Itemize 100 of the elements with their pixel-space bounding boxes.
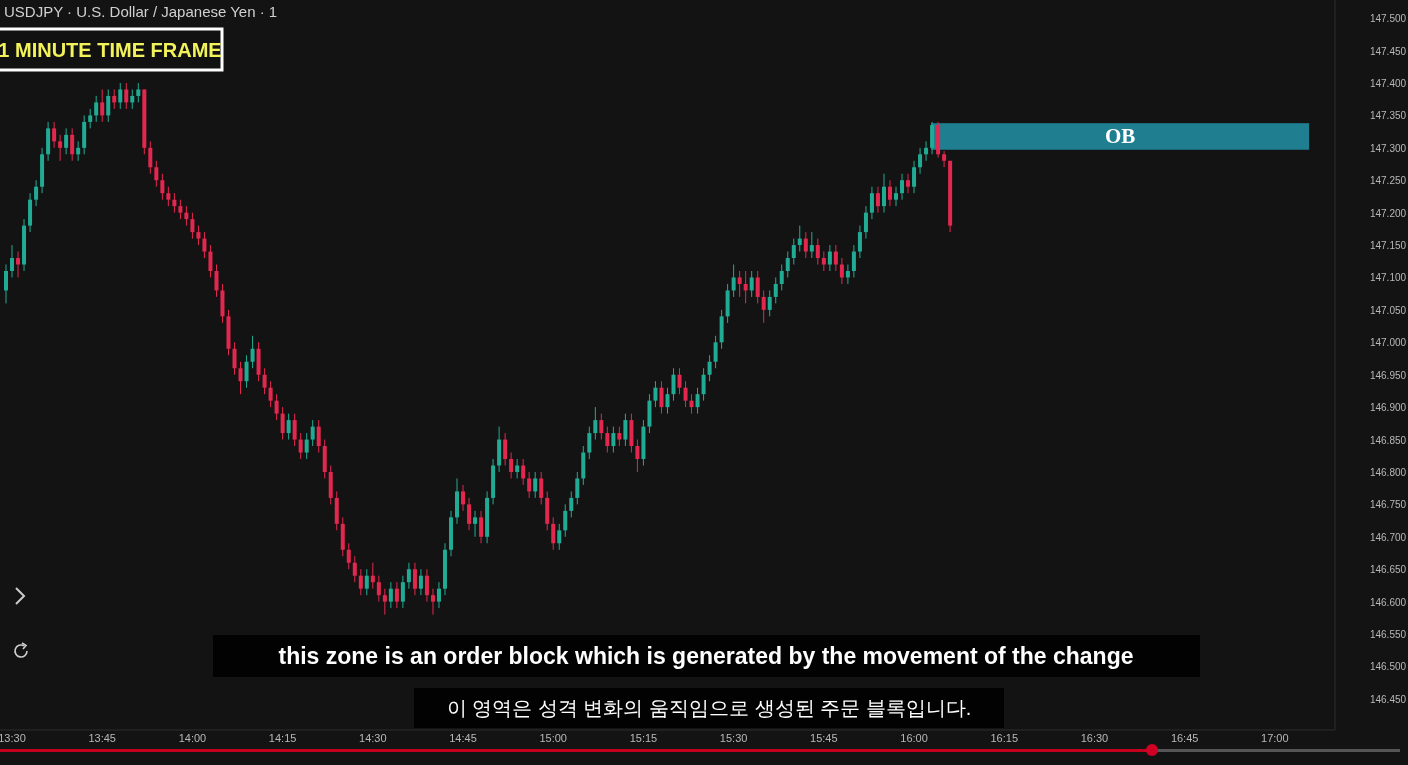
candlestick (737, 270, 742, 298)
candlestick (262, 367, 267, 395)
candlestick (930, 121, 935, 155)
candlestick (503, 432, 508, 466)
y-tick-label: 146.700 (1369, 531, 1407, 543)
candlestick (268, 380, 273, 408)
candlestick (94, 95, 99, 123)
x-tick-label: 16:00 (900, 732, 928, 744)
candlestick (683, 380, 688, 408)
candlestick (292, 413, 297, 447)
candlestick (599, 413, 604, 441)
candlestick (58, 134, 63, 162)
candlestick (635, 439, 640, 473)
candlestick (124, 82, 129, 110)
candlestick (412, 562, 417, 596)
annotation: this zone is an order block which is generated by the movement of the change (278, 643, 1134, 669)
candlestick (382, 588, 387, 616)
candlestick (364, 568, 369, 596)
candlestick (713, 335, 718, 369)
y-tick-label: 147.000 (1369, 337, 1407, 349)
candlestick (70, 127, 75, 162)
y-tick-label: 147.400 (1369, 77, 1407, 89)
y-tick-label: 146.800 (1369, 466, 1407, 478)
y-tick-label: 146.500 (1369, 661, 1407, 673)
candlestick (238, 361, 243, 395)
y-tick-label: 146.950 (1369, 369, 1407, 381)
y-tick-label: 147.450 (1369, 45, 1407, 57)
candlestick (148, 140, 153, 175)
candlestick (821, 251, 826, 272)
y-tick-label: 147.300 (1369, 142, 1407, 154)
candlestick (130, 88, 135, 110)
candlestick (473, 510, 478, 538)
candlestick (623, 413, 628, 447)
candlestick (112, 88, 117, 110)
candlestick (202, 231, 207, 259)
candlestick (857, 225, 862, 259)
candlestick (743, 270, 748, 304)
candlestick (809, 231, 814, 259)
candlestick (767, 289, 772, 317)
y-tick-label: 147.050 (1369, 304, 1407, 316)
candlestick (755, 270, 760, 304)
candlestick (208, 244, 213, 278)
candlestick (430, 588, 435, 616)
annotation: 1 MINUTE TIME FRAME (0, 39, 222, 61)
candlestick (88, 108, 93, 129)
x-tick-label: 17:00 (1261, 732, 1289, 744)
candlestick (160, 173, 165, 201)
candlestick (677, 367, 682, 395)
candlestick (388, 581, 393, 609)
candlestick (509, 452, 514, 479)
candlestick (731, 264, 736, 298)
candlestick (695, 387, 700, 415)
candlestick (136, 82, 141, 103)
y-tick-label: 146.650 (1369, 564, 1407, 576)
x-tick-label: 13:45 (88, 732, 116, 744)
candlestick (16, 251, 21, 278)
candlestick (617, 426, 622, 447)
candlestick (851, 244, 856, 278)
candlestick (515, 458, 520, 479)
candlestick (376, 575, 381, 603)
candlestick (106, 88, 111, 123)
candlestick (924, 140, 929, 162)
band-label: OB (1104, 124, 1136, 149)
candlestick (659, 380, 664, 415)
candlestick (527, 471, 532, 499)
candlestick (803, 231, 808, 259)
candlestick (533, 471, 538, 499)
candlestick (587, 426, 592, 460)
candlestick (845, 264, 850, 285)
candlestick (274, 393, 279, 421)
candlestick (791, 238, 796, 266)
y-tick-label: 146.750 (1369, 499, 1407, 511)
y-tick-label: 147.200 (1369, 207, 1407, 219)
y-tick-label: 146.900 (1369, 402, 1407, 414)
x-tick-label: 15:45 (810, 732, 838, 744)
candlestick (918, 147, 923, 175)
x-tick-label: 15:30 (719, 732, 748, 744)
candlestick (370, 562, 375, 590)
candlestick (184, 205, 189, 227)
candlestick (779, 264, 784, 291)
candlestick (76, 140, 81, 162)
candlestick (900, 173, 905, 201)
candlestick (863, 205, 868, 240)
candlestick (653, 380, 658, 408)
y-tick-label: 146.850 (1369, 434, 1407, 446)
candlestick (52, 121, 57, 149)
y-tick-label: 147.350 (1369, 110, 1407, 122)
y-tick-label: 146.600 (1369, 596, 1407, 608)
candlestick (214, 264, 219, 298)
x-tick-label: 16:45 (1170, 732, 1199, 744)
candlestick (172, 192, 177, 214)
candlestick (749, 270, 754, 298)
candlestick (10, 244, 15, 278)
candlestick (406, 562, 411, 590)
candlestick (118, 82, 123, 110)
candlestick (569, 490, 574, 518)
x-tick-label: 14:00 (178, 732, 207, 744)
candlestick (418, 568, 423, 596)
candlestick (3, 264, 8, 304)
candlestick (551, 516, 556, 551)
